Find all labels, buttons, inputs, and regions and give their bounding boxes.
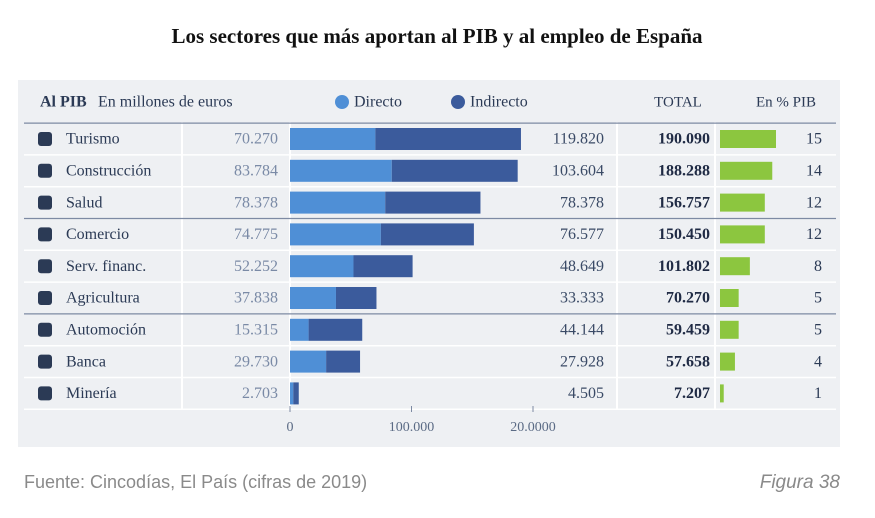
category-icon (38, 291, 52, 305)
bar-segment (326, 350, 361, 373)
share-label: 15 (806, 131, 822, 148)
category-label: Turismo (66, 131, 120, 148)
legend-swatch (451, 95, 465, 109)
category-label: Serv. financ. (66, 258, 146, 275)
bar-segment (290, 191, 386, 214)
legend-swatch (335, 95, 349, 109)
category-icon (38, 163, 52, 178)
total-label: 190.090 (658, 131, 710, 148)
share-bar (720, 130, 776, 148)
title: Los sectores que más aportan al PIB y al… (171, 24, 703, 48)
value-label: 15.315 (234, 321, 278, 338)
bar-segment (391, 159, 518, 182)
category-label: Agricultura (66, 290, 140, 307)
value-label: 44.144 (560, 321, 604, 338)
x-tick-label: 20.0000 (510, 420, 556, 435)
category-label: Banca (66, 353, 106, 370)
share-label: 1 (814, 385, 822, 402)
bar-segment (353, 255, 413, 278)
category-icon (38, 227, 52, 242)
share-bar (720, 320, 739, 339)
bar-segment (290, 350, 327, 373)
category-label: Minería (66, 385, 117, 402)
panel-label: Al PIB (40, 94, 87, 111)
category-icon (38, 322, 52, 337)
totals-header: TOTAL (654, 94, 702, 110)
share-bar (720, 289, 739, 307)
bar-segment (335, 287, 377, 309)
value-label: 103.604 (552, 162, 604, 179)
share-bar (720, 193, 765, 212)
share-bar (720, 384, 724, 403)
bar-segment (290, 382, 294, 405)
category-icon (38, 259, 52, 274)
value-label: 48.649 (560, 258, 604, 275)
value-label: 74.775 (234, 226, 278, 243)
value-label: 33.333 (560, 290, 604, 307)
bar-segment (375, 128, 521, 150)
bar-segment (308, 318, 363, 341)
value-label: 52.252 (234, 258, 278, 275)
share-label: 12 (806, 226, 822, 243)
share-label: 5 (814, 321, 822, 338)
total-label: 70.270 (666, 290, 710, 307)
value-label: 76.577 (560, 226, 604, 243)
legend-label: Directo (354, 94, 402, 111)
value-label: 27.928 (560, 353, 604, 370)
unit: En millones de euros (98, 94, 233, 111)
share-bar (720, 161, 773, 180)
bar-segment (385, 191, 481, 214)
value-label: 37.838 (234, 290, 278, 307)
bar-segment (290, 223, 381, 246)
total-label: 59.459 (666, 321, 710, 338)
value-label: 29.730 (234, 353, 278, 370)
share-header: En % PIB (756, 94, 816, 110)
share-label: 12 (806, 194, 822, 211)
bar-segment (290, 159, 392, 182)
bar-segment (293, 382, 299, 405)
share-label: 14 (806, 162, 822, 179)
total-label: 150.450 (658, 226, 710, 243)
category-label: Construcción (66, 162, 151, 179)
total-label: 156.757 (658, 194, 710, 211)
category-icon (38, 195, 52, 210)
bar-segment (380, 223, 474, 246)
bar-segment (290, 287, 336, 309)
value-label: 119.820 (553, 131, 604, 148)
bar-segment (290, 318, 309, 341)
legend-label: Indirecto (470, 94, 528, 111)
category-icon (38, 132, 52, 146)
value-label: 2.703 (242, 385, 278, 402)
category-label: Comercio (66, 226, 129, 243)
value-label: 83.784 (234, 162, 278, 179)
value-label: 4.505 (568, 385, 604, 402)
bar-segment (290, 255, 354, 278)
share-label: 5 (814, 290, 822, 307)
source: Fuente: Cincodías, El País (cifras de 20… (24, 472, 367, 492)
category-icon (38, 386, 52, 401)
value-label: 78.378 (234, 194, 278, 211)
figure-label: Figura 38 (760, 472, 841, 493)
total-label: 7.207 (674, 385, 710, 402)
total-label: 57.658 (666, 353, 710, 370)
total-label: 188.288 (658, 162, 710, 179)
x-tick-label: 100.000 (389, 420, 435, 435)
category-label: Automoción (66, 321, 146, 338)
share-bar (720, 225, 765, 244)
value-label: 78.378 (560, 194, 604, 211)
category-label: Salud (66, 194, 102, 211)
value-label: 70.270 (234, 131, 278, 148)
share-label: 8 (814, 258, 822, 275)
category-icon (38, 354, 52, 369)
share-label: 4 (814, 353, 822, 370)
total-label: 101.802 (658, 258, 710, 275)
share-bar (720, 257, 750, 276)
share-bar (720, 352, 735, 371)
x-tick-label: 0 (287, 420, 294, 435)
bar-segment (290, 128, 376, 150)
